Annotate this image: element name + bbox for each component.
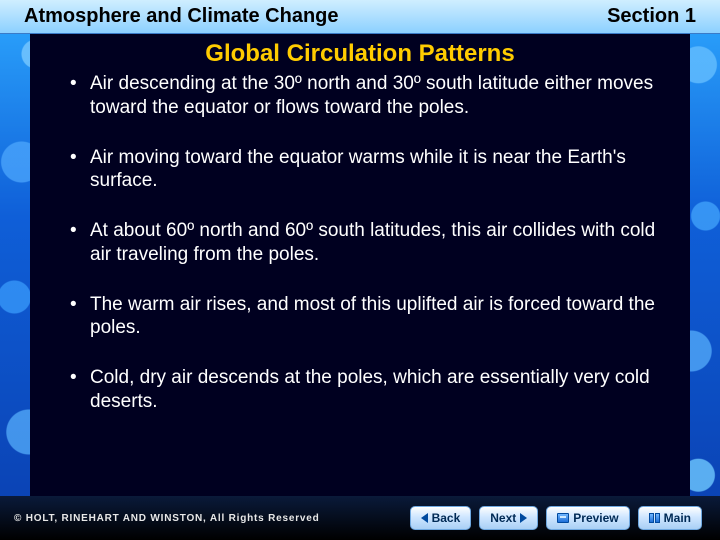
next-label: Next [490, 511, 516, 525]
main-icon [649, 513, 660, 523]
bullet-item: At about 60º north and 60º south latitud… [70, 219, 670, 267]
next-arrow-icon [520, 513, 527, 523]
copyright-text: © HOLT, RINEHART AND WINSTON, All Rights… [14, 513, 320, 524]
copyright-symbol: © [14, 513, 22, 524]
back-button[interactable]: Back [410, 506, 472, 530]
bullet-item: Cold, dry air descends at the poles, whi… [70, 366, 670, 414]
bullet-list: Air descending at the 30º north and 30º … [30, 72, 690, 414]
back-arrow-icon [421, 513, 428, 523]
bullet-item: Air descending at the 30º north and 30º … [70, 72, 670, 120]
slide-title: Global Circulation Patterns [30, 34, 690, 72]
bullet-item: Air moving toward the equator warms whil… [70, 146, 670, 194]
main-label: Main [664, 511, 691, 525]
preview-button[interactable]: Preview [546, 506, 629, 530]
publisher-brand: HOLT, RINEHART AND WINSTON, [26, 513, 207, 524]
content-panel: Global Circulation Patterns Air descendi… [30, 34, 690, 496]
preview-icon [557, 513, 569, 523]
back-label: Back [432, 511, 461, 525]
rights-reserved: All Rights Reserved [210, 513, 320, 524]
slide-header: Atmosphere and Climate Change Section 1 [0, 0, 720, 34]
nav-button-group: Back Next Preview Main [410, 506, 702, 530]
chapter-title: Atmosphere and Climate Change [24, 5, 339, 28]
bullet-item: The warm air rises, and most of this upl… [70, 293, 670, 341]
section-label: Section 1 [607, 5, 696, 28]
slide-footer: © HOLT, RINEHART AND WINSTON, All Rights… [0, 496, 720, 540]
next-button[interactable]: Next [479, 506, 538, 530]
preview-label: Preview [573, 511, 618, 525]
main-button[interactable]: Main [638, 506, 702, 530]
